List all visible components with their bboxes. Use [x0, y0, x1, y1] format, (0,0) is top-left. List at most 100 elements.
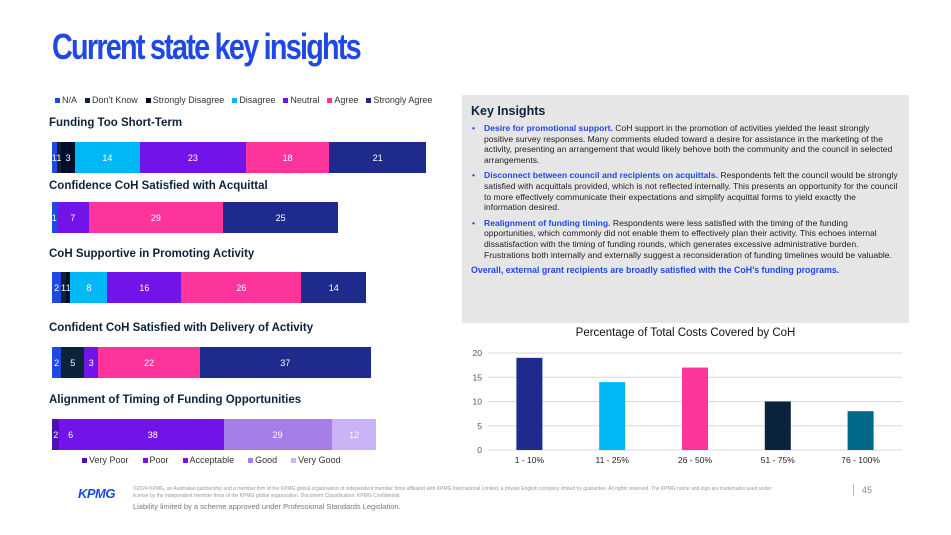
- bar-segment: 3: [61, 142, 76, 173]
- agreement-legend-item: Don't Know: [85, 95, 138, 105]
- key-insights-heading: Key Insights: [471, 104, 546, 118]
- legend-swatch: [366, 97, 372, 103]
- cost-bar: [516, 357, 543, 450]
- agreement-legend-item: N/A: [55, 95, 77, 105]
- stacked-bar: 2 1 1 8 16 26 14: [52, 272, 367, 303]
- cost-bar: [599, 382, 626, 450]
- question-label: CoH Supportive in Promoting Activity: [49, 248, 255, 260]
- bar-segment: 29: [223, 419, 332, 450]
- y-tick-label: 5: [477, 421, 482, 431]
- stacked-bar: 2 6 38 29 12: [52, 419, 377, 450]
- bar-segment: 1: [61, 272, 66, 303]
- cost-bar: [682, 367, 708, 450]
- bar-segment: 26: [181, 272, 302, 303]
- key-insights-list: Desire for promotional support. CoH supp…: [471, 123, 899, 260]
- cost-coverage-chart: 0 5 10 15 20 1 - 10% 11 - 25% 26 - 50% 51 - 75% 7…: [473, 348, 902, 465]
- legend-label: N/A: [62, 95, 78, 105]
- footer-legal-text: ©2024 KPMG, an Australian partnership an…: [133, 486, 772, 499]
- page-number-divider: [853, 484, 854, 496]
- legend-label: Don't Know: [92, 95, 138, 105]
- question-label: Funding Too Short-Term: [49, 117, 183, 129]
- bar-segment: 8: [70, 272, 108, 303]
- y-tick-label: 0: [477, 445, 482, 455]
- x-tick-label: 11 - 25%: [596, 455, 630, 465]
- bar-segment: 16: [107, 272, 182, 303]
- insight-lead: Disconnect between council and recipient…: [484, 170, 718, 181]
- legend-swatch: [145, 97, 151, 103]
- legend-swatch: [232, 97, 238, 103]
- bar-segment: 37: [199, 347, 371, 378]
- cost-chart-title: Percentage of Total Costs Covered by CoH: [575, 327, 796, 339]
- legend-swatch: [55, 97, 60, 103]
- insight-lead: Desire for promotional support.: [484, 123, 613, 133]
- rating-legend-item: Very Poor: [82, 455, 129, 465]
- key-insights-panel: Key Insights Desire for promotional supp…: [462, 95, 909, 323]
- question-label: Confidence CoH Satisfied with Acquittal: [49, 180, 268, 192]
- bar-segment: 6: [59, 419, 82, 450]
- stacked-bar: 1 7 29 25: [52, 202, 339, 233]
- legend-swatch: [142, 457, 148, 463]
- bar-segment: 1: [65, 272, 71, 303]
- rating-legend-item: Very Good: [291, 455, 341, 465]
- y-tick-label: 10: [473, 397, 483, 407]
- agreement-legend-item: Disagree: [232, 95, 275, 105]
- legend-label: Disagree: [239, 95, 276, 105]
- bar-segment: 1: [52, 202, 57, 233]
- legend-label: Strongly Agree: [373, 95, 433, 105]
- bar-segment: 29: [88, 202, 223, 233]
- bar-segment: 22: [98, 347, 200, 378]
- agreement-legend-item: Neutral: [283, 95, 319, 105]
- bar-segment: 3: [84, 347, 99, 378]
- bar-segment: 1: [52, 142, 57, 173]
- legend-swatch: [182, 457, 188, 463]
- question-label: Confident CoH Satisfied with Delivery of…: [49, 322, 314, 334]
- legend-label: Good: [255, 455, 278, 465]
- legend-swatch: [248, 457, 254, 463]
- insight-item: Disconnect between council and recipient…: [471, 170, 899, 212]
- bar-segment: 2: [52, 347, 62, 378]
- agreement-legend-item: Strongly Disagree: [145, 95, 225, 105]
- question-label: Alignment of Timing of Funding Opportuni…: [49, 394, 302, 406]
- legend-label: Poor: [149, 455, 169, 465]
- bar-segment: 7: [56, 202, 89, 233]
- legend-top: N/A Don't Know Strongly Disagree Disagree Ne…: [55, 95, 432, 105]
- x-tick-label: 51 - 75%: [761, 455, 795, 465]
- page-number: 45: [862, 485, 873, 495]
- bar-segment: 38: [81, 419, 224, 450]
- legend-swatch: [283, 97, 289, 103]
- agreement-legend-item: Strongly Agree: [366, 95, 432, 105]
- legend-swatch: [82, 457, 87, 463]
- bar-segment: 23: [139, 142, 246, 173]
- insight-text: Respondents felt the council would be st…: [484, 170, 898, 213]
- legend-swatch: [327, 97, 333, 103]
- page-title: Current state key insights: [52, 26, 362, 67]
- bar-segment: 21: [329, 142, 427, 173]
- stacked-bar: 1 1 3 14 23 18 21: [52, 142, 427, 173]
- legend-swatch: [85, 97, 91, 103]
- bar-segment: 18: [246, 142, 330, 173]
- bar-segment: 14: [301, 272, 367, 303]
- bar-segment: 25: [222, 202, 339, 233]
- legend-label: Acceptable: [189, 455, 235, 465]
- rating-legend-item: Acceptable: [182, 455, 235, 465]
- legend-label: Strongly Disagree: [152, 95, 225, 105]
- legend-label: Very Poor: [89, 455, 129, 465]
- bar-segment: 12: [331, 419, 377, 450]
- stacked-bar: 2 5 3 22 37: [52, 347, 371, 378]
- x-tick-label: 1 - 10%: [515, 455, 545, 465]
- insight-lead: Realignment of funding timing.: [484, 217, 611, 228]
- y-tick-label: 15: [473, 372, 483, 382]
- bar-segment: 14: [75, 142, 140, 173]
- agreement-legend-item: Agree: [327, 95, 358, 105]
- footer-liability-text: Liability limited by a scheme approved u…: [133, 502, 401, 511]
- legend-label: Neutral: [290, 95, 320, 105]
- bar-segment: 5: [61, 347, 85, 378]
- legend-bottom: Very Poor Poor Acceptable Good Very Good: [82, 455, 341, 465]
- cost-bar: [847, 411, 874, 450]
- x-tick-label: 26 - 50%: [678, 455, 712, 465]
- bar-segment: 1: [56, 142, 62, 173]
- kpmg-logo: KPMG: [78, 486, 116, 501]
- y-tick-label: 20: [473, 348, 483, 358]
- insight-text: Respondents were less satisfied with the…: [484, 217, 892, 260]
- insight-item: Desire for promotional support. CoH supp…: [471, 123, 899, 165]
